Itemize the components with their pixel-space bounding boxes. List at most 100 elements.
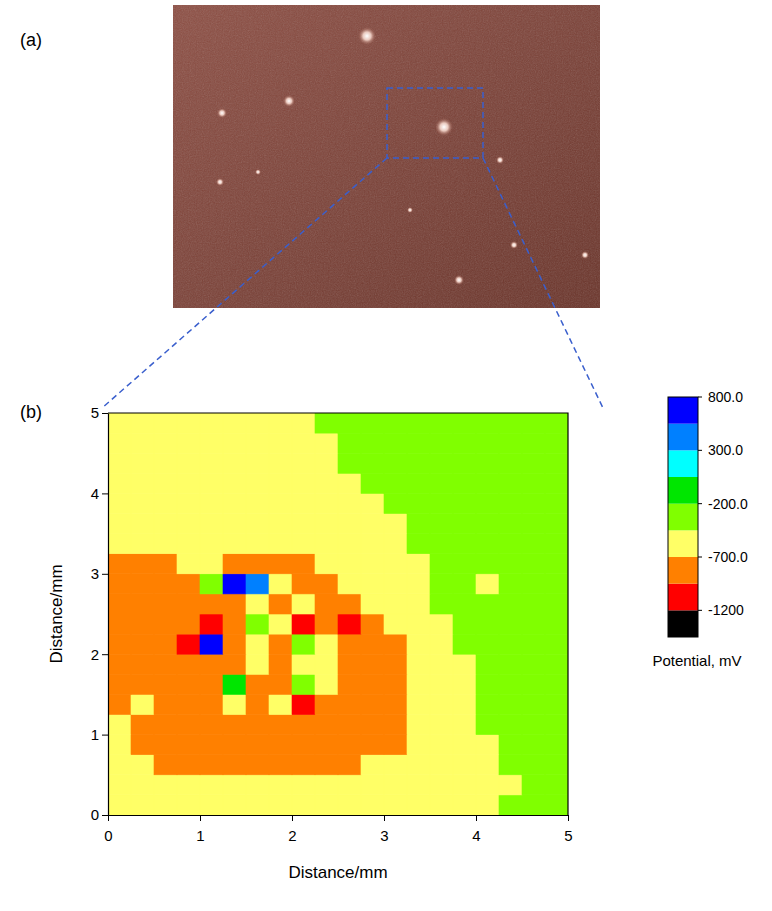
cell (108, 413, 131, 433)
pit (217, 108, 227, 118)
cell (522, 413, 545, 433)
cell (108, 433, 131, 453)
cell (361, 453, 384, 473)
cell (361, 674, 384, 694)
cell (200, 634, 223, 654)
x-tick: 0 (104, 815, 112, 844)
cell (108, 755, 131, 775)
cell (292, 634, 315, 654)
cell (407, 715, 430, 735)
cell (453, 473, 476, 493)
cell (246, 493, 269, 513)
cell (223, 795, 246, 815)
cell (292, 735, 315, 755)
cell (154, 594, 177, 614)
cell (430, 473, 453, 493)
cell (430, 694, 453, 714)
cell (200, 554, 223, 574)
cell (131, 433, 154, 453)
cell (131, 574, 154, 594)
cell (200, 574, 223, 594)
cell (499, 574, 522, 594)
y-tick: 3 (91, 565, 108, 582)
cell (407, 453, 430, 473)
cell (177, 473, 200, 493)
cell (315, 755, 338, 775)
cell (108, 735, 131, 755)
cell (269, 715, 292, 735)
colorbar-tick (698, 397, 702, 398)
cell (361, 775, 384, 795)
cell (154, 534, 177, 554)
cell (430, 735, 453, 755)
cell (315, 554, 338, 574)
cell (453, 735, 476, 755)
cell (476, 554, 499, 574)
cell (499, 634, 522, 654)
cell (292, 514, 315, 534)
cell (453, 614, 476, 634)
cell (223, 694, 246, 714)
cell (108, 634, 131, 654)
y-tick-label: 4 (91, 485, 99, 502)
cell (269, 674, 292, 694)
cell (338, 715, 361, 735)
cell (338, 473, 361, 493)
cell (269, 453, 292, 473)
cell (292, 654, 315, 674)
cell (269, 614, 292, 634)
x-tick-mark (108, 815, 109, 821)
panel-label: (b) (20, 402, 42, 422)
cell (315, 493, 338, 513)
cell (246, 514, 269, 534)
cell (177, 574, 200, 594)
cell (476, 453, 499, 473)
x-tick: 4 (472, 815, 480, 844)
cell (154, 775, 177, 795)
cell (200, 795, 223, 815)
cell (430, 775, 453, 795)
cell (476, 735, 499, 755)
cell (108, 614, 131, 634)
cell (154, 493, 177, 513)
cell (453, 755, 476, 775)
cell (108, 514, 131, 534)
cell (131, 775, 154, 795)
cell (361, 514, 384, 534)
cell (453, 574, 476, 594)
cell (269, 694, 292, 714)
cell (453, 514, 476, 534)
cell (545, 574, 568, 594)
x-axis-title: Distance/mm (288, 863, 387, 882)
cell (131, 534, 154, 554)
cell (361, 694, 384, 714)
x-tick: 3 (380, 815, 388, 844)
cell (108, 594, 131, 614)
cell (246, 795, 269, 815)
cell (522, 694, 545, 714)
cell (407, 775, 430, 795)
cell (430, 715, 453, 735)
cell (200, 413, 223, 433)
cell (154, 614, 177, 634)
x-tick-mark (568, 815, 569, 821)
pit (496, 156, 504, 164)
cell (407, 534, 430, 554)
cell (131, 594, 154, 614)
cell (177, 654, 200, 674)
cell (407, 614, 430, 634)
y-axis-line (108, 414, 109, 816)
cell (522, 473, 545, 493)
cell (269, 634, 292, 654)
cell (453, 413, 476, 433)
cell (246, 433, 269, 453)
cell (177, 795, 200, 815)
cell (476, 654, 499, 674)
cell (154, 634, 177, 654)
cell (154, 473, 177, 493)
cell (361, 634, 384, 654)
cell (384, 634, 407, 654)
x-tick-mark (476, 815, 477, 821)
cell (453, 775, 476, 795)
cell (361, 554, 384, 574)
